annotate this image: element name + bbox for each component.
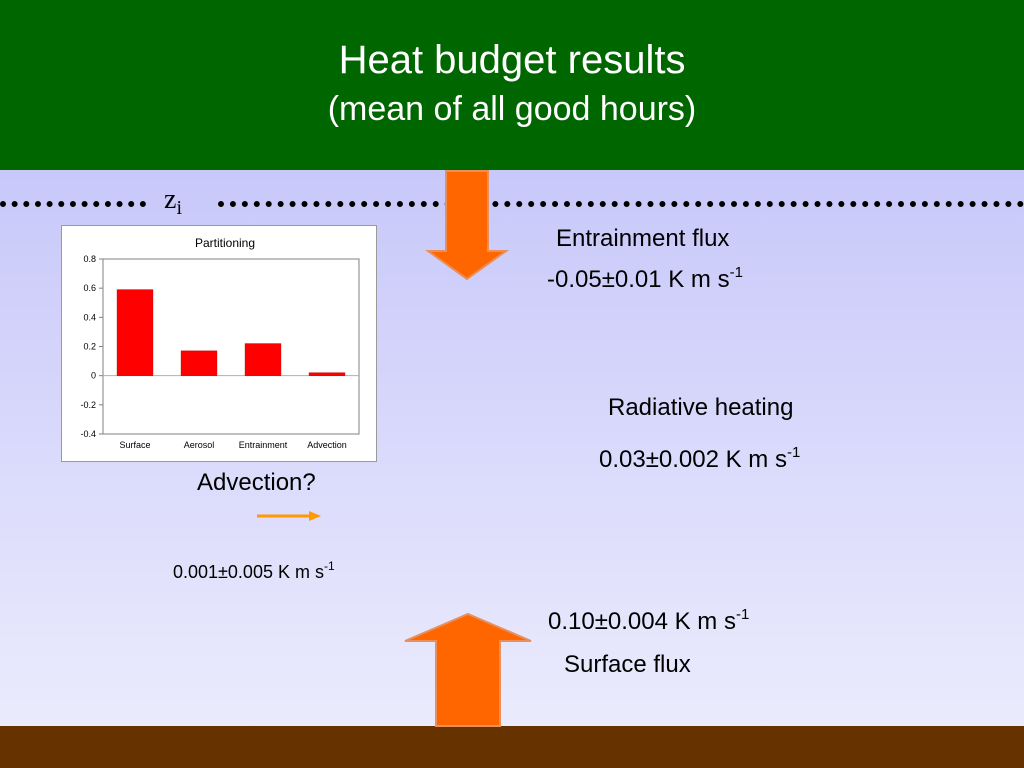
bar-entrainment [244, 343, 282, 376]
surface-unit-exponent: -1 [735, 606, 750, 623]
entrainment-unit-exponent: -1 [729, 264, 743, 281]
bar-surface [116, 289, 154, 376]
y-tick-label: 0.6 [83, 283, 96, 293]
inversion-line-right [218, 201, 1024, 207]
bar-advection [308, 372, 346, 376]
zi-subscript: i [176, 197, 182, 219]
y-tick-label: -0.2 [80, 400, 96, 410]
radiative-unit-exponent: -1 [786, 444, 801, 461]
advection-value-text: 0.001±0.005 K m s [173, 562, 324, 582]
x-tick-label: Surface [119, 440, 150, 450]
advection-arrow-icon [257, 511, 321, 521]
surface-label: Surface flux [564, 651, 691, 678]
y-tick-label: 0 [91, 371, 96, 381]
entrainment-label: Entrainment flux [556, 225, 730, 252]
inversion-height-label: zi [164, 185, 182, 223]
bar-aerosol [180, 350, 218, 376]
inversion-line-left [0, 201, 146, 207]
advection-label: Advection? [197, 469, 316, 496]
entrainment-value: -0.05±0.01 K m s-1 [547, 264, 743, 294]
slide-subtitle: (mean of all good hours) [327, 90, 697, 128]
surface-value-text: 0.10±0.004 K m s [548, 608, 736, 635]
ground-strip [0, 726, 1024, 768]
y-tick-label: 0.2 [83, 342, 96, 352]
radiative-value-text: 0.03±0.002 K m s [599, 446, 787, 473]
y-tick-label: 0.4 [83, 312, 96, 322]
y-tick-label: 0.8 [83, 254, 96, 264]
x-tick-label: Entrainment [239, 440, 288, 450]
x-tick-label: Aerosol [184, 440, 215, 450]
partitioning-chart: Partitioning 0.8 0.6 0.4 0.2 0 -0.2 -0.4 Surfac… [61, 225, 377, 462]
advection-unit-exponent: -1 [323, 559, 335, 573]
slide-title: Heat budget results [338, 38, 686, 82]
x-tick-label: Advection [307, 440, 347, 450]
y-tick-label: -0.4 [80, 429, 96, 439]
entrainment-value-text: -0.05±0.01 K m s [547, 266, 730, 293]
advection-value: 0.001±0.005 K m s-1 [173, 559, 335, 583]
entrainment-arrow-icon [424, 170, 510, 281]
chart-title: Partitioning [195, 236, 255, 250]
radiative-value: 0.03±0.002 K m s-1 [599, 444, 801, 474]
radiative-label: Radiative heating [608, 394, 794, 421]
surface-value: 0.10±0.004 K m s-1 [548, 606, 750, 636]
zi-main: z [164, 184, 177, 215]
title-bar: Heat budget results (mean of all good ho… [0, 0, 1024, 170]
surface-flux-arrow-icon [404, 612, 532, 727]
partitioning-chart-svg: Partitioning 0.8 0.6 0.4 0.2 0 -0.2 -0.4 Surfac… [80, 236, 360, 450]
